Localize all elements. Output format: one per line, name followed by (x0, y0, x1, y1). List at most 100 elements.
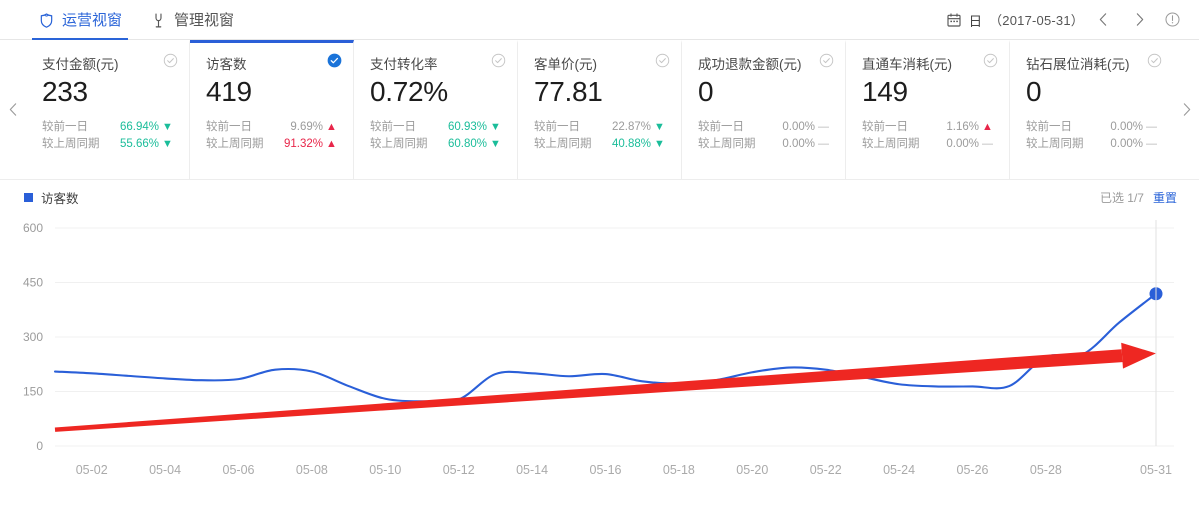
view-tabs: 运营视窗 管理视窗 (0, 0, 248, 40)
info-circle-icon[interactable] (1164, 11, 1181, 28)
cards-prev-button[interactable] (0, 40, 26, 179)
metric-card-successful-refund-amount[interactable]: 成功退款金额(元) 0 较前一日 0.00% — 较上周同期 0.00% — (682, 40, 846, 179)
metric-card-value: 149 (862, 75, 908, 107)
metric-card-payment-conversion-rate[interactable]: 支付转化率 0.72% 较前一日 60.93% ▼ 较上周同期 60.80% ▼ (354, 40, 518, 179)
trend-down-icon: ▼ (654, 120, 665, 133)
x-axis-tick-label: 05-31 (1140, 463, 1172, 477)
tab-management-view-label: 管理视窗 (174, 11, 235, 29)
trend-up-icon: ▲ (326, 137, 337, 150)
compare-percent: 0.00% (1110, 120, 1143, 133)
y-axis-tick-label: 600 (23, 221, 43, 235)
metric-card-comparisons: 较前一日 0.00% — 较上周同期 0.00% — (1026, 119, 1157, 153)
compare-label: 较上周同期 (534, 137, 592, 150)
compare-percent: 66.94% (119, 120, 159, 133)
trend-up-icon: ▲ (982, 120, 993, 133)
metric-card-zhitongche-spend[interactable]: 直通车消耗(元) 149 较前一日 1.16% ▲ 较上周同期 0.00% — (846, 40, 1010, 179)
chevron-right-icon (1136, 13, 1143, 26)
compare-percent: 60.80% (447, 137, 487, 150)
date-prev-button[interactable] (1086, 3, 1120, 37)
metric-compare-row: 较上周同期 0.00% — (1026, 136, 1157, 153)
compare-percent: 0.00% (1110, 137, 1143, 150)
metric-compare-row: 较前一日 0.00% — (1026, 119, 1157, 136)
compare-label: 较上周同期 (1026, 137, 1084, 150)
cards-next-button[interactable] (1173, 40, 1199, 179)
x-axis-tick-label: 05-14 (516, 463, 548, 477)
x-axis-tick-label: 05-06 (223, 463, 255, 477)
metric-card-average-order-value[interactable]: 客单价(元) 77.81 较前一日 22.87% ▼ 较上周同期 40.88% … (518, 40, 682, 179)
metric-card-title: 成功退款金额(元) (698, 57, 802, 72)
reset-button[interactable]: 重置 (1152, 190, 1177, 205)
metric-compare-row: 较上周同期 55.66% ▼ (42, 136, 173, 153)
trend-down-icon: ▼ (490, 120, 501, 133)
y-axis-tick-label: 300 (23, 330, 43, 344)
check-circle-outline-icon[interactable] (819, 53, 834, 68)
chevron-left-icon (9, 103, 16, 116)
x-axis-tick-label: 05-22 (810, 463, 842, 477)
trend-arrow-head (1121, 342, 1156, 369)
date-next-button[interactable] (1122, 3, 1156, 37)
chart-plot-area[interactable]: 0 150 300 450 600 05-02 05-04 05-06 05-08 05-10 05… (0, 214, 1199, 522)
compare-percent: 9.69% (290, 120, 323, 133)
metric-card-value: 0 (698, 75, 714, 107)
x-axis-tick-label: 05-18 (663, 463, 695, 477)
compare-label: 较前一日 (370, 120, 416, 133)
metric-card-value: 77.81 (534, 75, 603, 107)
legend-item-visitors[interactable]: 访客数 (24, 188, 79, 207)
line-chart-svg: 0 150 300 450 600 05-02 05-04 05-06 05-08 05-10 05… (23, 220, 1174, 477)
tab-operations-view[interactable]: 运营视窗 (24, 0, 136, 40)
compare-percent: 55.66% (119, 137, 159, 150)
legend-controls: 已选 1/7 重置 (1100, 189, 1177, 206)
metric-compare-row: 较前一日 0.00% — (698, 119, 829, 136)
date-selector[interactable]: 日 （2017-05-31） (946, 10, 1084, 30)
compare-percent: 0.00% (782, 137, 815, 150)
compare-label: 较前一日 (1026, 120, 1072, 133)
check-circle-outline-icon[interactable] (1147, 53, 1162, 68)
metric-compare-row: 较上周同期 0.00% — (862, 136, 993, 153)
x-axis-tick-label: 05-16 (590, 463, 622, 477)
metric-compare-row: 较前一日 1.16% ▲ (862, 119, 993, 136)
metric-card-comparisons: 较前一日 66.94% ▼ 较上周同期 55.66% ▼ (42, 119, 173, 153)
check-circle-outline-icon[interactable] (163, 53, 178, 68)
trend-down-icon: ▼ (654, 137, 665, 150)
date-unit-label: 日 (968, 13, 983, 29)
metric-card-value: 0 (1026, 75, 1042, 107)
check-circle-filled-icon[interactable] (327, 53, 342, 68)
metric-card-visitors[interactable]: 访客数 419 较前一日 9.69% ▲ 较上周同期 91.32% ▲ (190, 40, 354, 179)
metric-card-strip: 支付金额(元) 233 较前一日 66.94% ▼ 较上周同期 55.66% ▼ (0, 40, 1199, 180)
compare-label: 较上周同期 (206, 137, 264, 150)
compare-label: 较前一日 (42, 120, 88, 133)
metric-cards: 支付金额(元) 233 较前一日 66.94% ▼ 较上周同期 55.66% ▼ (26, 40, 1173, 179)
x-axis-tick-label: 05-26 (957, 463, 989, 477)
metric-compare-row: 较前一日 9.69% ▲ (206, 119, 337, 136)
check-circle-outline-icon[interactable] (491, 53, 506, 68)
metric-card-comparisons: 较前一日 1.16% ▲ 较上周同期 0.00% — (862, 119, 993, 153)
x-axis-tick-label: 05-04 (149, 463, 181, 477)
metric-compare-row: 较前一日 60.93% ▼ (370, 119, 501, 136)
trend-down-icon: ▼ (162, 137, 173, 150)
y-axis-tick-label: 0 (36, 439, 43, 453)
calendar-icon (946, 12, 962, 28)
compare-percent: 91.32% (283, 137, 323, 150)
y-axis-tick-label: 450 (23, 276, 43, 290)
metric-card-title: 支付金额(元) (42, 57, 119, 72)
metric-card-value: 233 (42, 75, 88, 107)
top-bar: 运营视窗 管理视窗 (0, 0, 1199, 40)
compare-percent: 1.16% (946, 120, 979, 133)
check-circle-outline-icon[interactable] (983, 53, 998, 68)
metric-card-zuanshi-zhanwei-spend[interactable]: 钻石展位消耗(元) 0 较前一日 0.00% — 较上周同期 0.00% — (1010, 40, 1173, 179)
metric-card-payment-amount[interactable]: 支付金额(元) 233 较前一日 66.94% ▼ 较上周同期 55.66% ▼ (26, 40, 190, 179)
trend-arrow-shaft (54, 349, 1123, 432)
metric-card-title: 直通车消耗(元) (862, 57, 952, 72)
x-axis-tick-label: 05-28 (1030, 463, 1062, 477)
x-axis-tick-label: 05-08 (296, 463, 328, 477)
x-axis-tick-label: 05-20 (736, 463, 768, 477)
date-value-label: （2017-05-31） (989, 13, 1084, 28)
metric-card-title: 钻石展位消耗(元) (1026, 57, 1130, 72)
chart-series-line (53, 292, 1158, 404)
metric-compare-row: 较上周同期 60.80% ▼ (370, 136, 501, 153)
trend-down-icon: ▼ (490, 137, 501, 150)
legend-label: 访客数 (41, 191, 79, 206)
tab-management-view[interactable]: 管理视窗 (136, 0, 248, 40)
compare-percent: 0.00% (946, 137, 979, 150)
check-circle-outline-icon[interactable] (655, 53, 670, 68)
